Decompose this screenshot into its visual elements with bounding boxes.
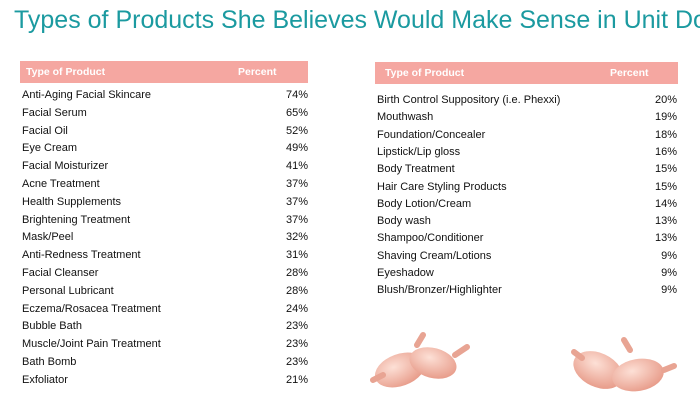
product-name: Mouthwash: [377, 111, 434, 124]
product-name: Blush/Bronzer/Highlighter: [377, 284, 502, 297]
percent: 74%: [285, 89, 308, 101]
percent: 23%: [285, 338, 308, 351]
percent: 23%: [285, 320, 308, 333]
product-name: Muscle/Joint Pain Treatment: [22, 338, 161, 351]
column-header: Percent: [238, 66, 277, 78]
capsule-image: [571, 337, 677, 392]
product-name: Eyeshadow: [377, 267, 434, 279]
product-name: Shampoo/Conditioner: [377, 232, 484, 245]
percent: 31%: [285, 249, 308, 262]
percent: 18%: [654, 128, 677, 141]
product-name: Personal Lubricant: [22, 284, 114, 297]
product-name: Exfoliator: [22, 373, 68, 386]
product-name: Acne Treatment: [22, 178, 100, 190]
product-name: Body Treatment: [377, 163, 455, 176]
page-title: Types of Products She Believes Would Mak…: [14, 6, 700, 34]
product-name: Facial Serum: [22, 106, 87, 119]
product-name: Lipstick/Lip gloss: [377, 145, 461, 158]
percent: 19%: [654, 111, 677, 124]
table-header: Type of Product Percent: [20, 61, 308, 83]
product-name: Eczema/Rosacea Treatment: [22, 302, 161, 315]
percent: 9%: [661, 267, 677, 279]
percent: 23%: [285, 356, 308, 368]
product-name: Brightening Treatment: [22, 213, 131, 226]
product-name: Facial Oil: [22, 124, 68, 137]
percent: 20%: [654, 94, 677, 106]
percent: 14%: [654, 197, 677, 210]
product-name: Anti-Aging Facial Skincare: [22, 89, 152, 101]
product-name: Body wash: [377, 215, 431, 228]
percent: 15%: [654, 180, 677, 193]
percent: 41%: [285, 160, 308, 173]
percent: 9%: [661, 284, 677, 297]
percent: 37%: [285, 195, 308, 208]
percent: 28%: [285, 267, 308, 279]
product-name: Facial Cleanser: [22, 267, 99, 279]
product-name: Health Supplements: [22, 195, 122, 208]
product-name: Bath Bomb: [22, 356, 77, 368]
product-name: Anti-Redness Treatment: [22, 249, 141, 262]
percent: 13%: [654, 215, 677, 228]
percent: 21%: [285, 373, 308, 386]
percent: 28%: [285, 284, 308, 297]
percent: 13%: [654, 232, 677, 245]
product-name: Birth Control Suppository (i.e. Phexxi): [377, 94, 561, 106]
percent: 37%: [285, 178, 308, 190]
product-name: Eye Cream: [22, 142, 78, 155]
column-header: Type of Product: [26, 66, 106, 78]
percent: 9%: [661, 249, 677, 262]
product-name: Foundation/Concealer: [377, 128, 486, 141]
percent: 16%: [654, 145, 677, 158]
column-header: Type of Product: [385, 67, 465, 79]
percent: 52%: [285, 124, 308, 137]
percent: 37%: [285, 213, 308, 226]
product-name: Mask/Peel: [22, 231, 74, 244]
product-name: Body Lotion/Cream: [377, 197, 472, 210]
product-name: Facial Moisturizer: [22, 160, 109, 173]
product-name: Hair Care Styling Products: [377, 180, 507, 193]
percent: 32%: [285, 231, 308, 244]
column-header: Percent: [610, 67, 649, 79]
capsule-image: [370, 332, 470, 388]
product-name: Bubble Bath: [22, 320, 82, 333]
product-name: Shaving Cream/Lotions: [377, 249, 492, 262]
table-header: Type of Product Percent: [375, 62, 678, 84]
percent: 24%: [285, 302, 308, 315]
percent: 15%: [654, 163, 677, 176]
percent: 65%: [285, 106, 308, 119]
percent: 49%: [285, 142, 308, 155]
